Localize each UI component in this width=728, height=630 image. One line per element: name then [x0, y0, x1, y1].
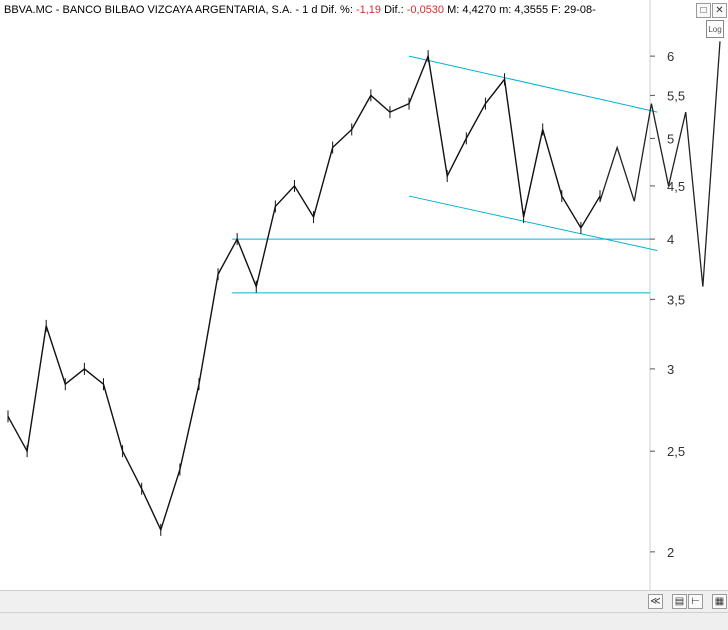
y-axis: 6 5,5 5 4,5 4 3,5 3 2,5 2: [650, 49, 685, 560]
high-label: M:: [447, 4, 460, 16]
chart-header: BBVA.MC - BANCO BILBAO VIZCAYA ARGENTARI…: [4, 4, 596, 16]
date-label: F:: [551, 4, 561, 16]
horizontal-scrollbar[interactable]: [0, 612, 728, 630]
trendline: [408, 195, 658, 251]
trendline: [408, 55, 658, 113]
y-tick-label: 4,5: [667, 179, 685, 194]
y-tick-label: 5,5: [667, 88, 685, 103]
restore-icon[interactable]: □: [696, 3, 711, 18]
collapse-icon[interactable]: ≪: [648, 594, 663, 609]
y-tick-label: 2,5: [667, 444, 685, 459]
dif-value: -0,0530: [406, 4, 445, 16]
company-name: BANCO BILBAO VIZCAYA ARGENTARIA, S.A.: [62, 4, 293, 16]
pin-icon[interactable]: ⊢: [688, 594, 703, 609]
dif-pct-label: Dif. %:: [320, 4, 353, 16]
date-value: 29-08-: [563, 4, 596, 16]
grid-icon[interactable]: ▦: [712, 594, 727, 609]
high-value: 4,4270: [462, 4, 497, 16]
y-tick-label: 3: [667, 362, 674, 377]
period-label: 1 d: [302, 4, 318, 16]
dif-label: Dif.:: [384, 4, 404, 16]
log-label: Log: [708, 25, 722, 34]
log-scale-toggle[interactable]: Log: [706, 20, 724, 38]
price-line: [7, 53, 601, 532]
y-tick-label: 2: [667, 545, 674, 560]
projection-path: [599, 41, 721, 287]
y-tick-label: 4: [667, 232, 674, 247]
price-series: [7, 50, 601, 536]
date-axis-strip: [0, 590, 728, 613]
y-tick-label: 3,5: [667, 292, 685, 307]
save-icon[interactable]: ▤: [672, 594, 687, 609]
dif-pct-value: -1,19: [355, 4, 382, 16]
symbol-label: BBVA.MC: [4, 4, 53, 16]
low-value: 4,3555: [514, 4, 549, 16]
y-tick-label: 6: [667, 49, 674, 64]
trendlines: [232, 41, 721, 294]
close-icon[interactable]: ✕: [712, 3, 727, 18]
y-tick-label: 5: [667, 131, 674, 146]
low-label: m:: [499, 4, 512, 16]
